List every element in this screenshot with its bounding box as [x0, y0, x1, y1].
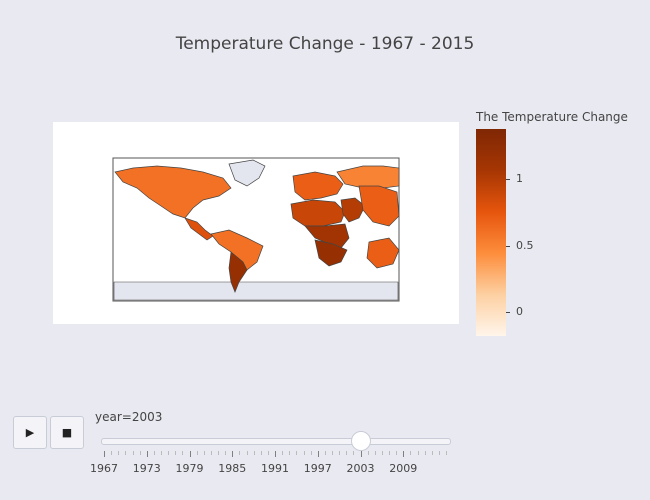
slider-tick: [161, 451, 162, 455]
slider-tick-label: 1985: [218, 462, 247, 475]
slider-tick: [175, 451, 177, 455]
colorbar-tick-label: 0: [516, 305, 523, 319]
region-asia[interactable]: [358, 185, 400, 227]
colorbar-tick-label: 1: [516, 172, 523, 186]
slider-tick: [189, 451, 191, 457]
slider-tick: [111, 451, 113, 455]
slider-tick: [253, 451, 255, 455]
slider-tick: [367, 451, 369, 455]
slider-tick-label: 1979: [175, 462, 204, 475]
region-central-america[interactable]: [184, 217, 214, 241]
region-australia[interactable]: [366, 237, 400, 269]
colorbar: [476, 129, 506, 336]
slider-tick: [396, 451, 398, 455]
slider-tick: [339, 451, 341, 455]
slider-tick: [389, 451, 390, 455]
slider-tick: [360, 451, 362, 457]
slider-tick-label: 2009: [389, 462, 418, 475]
chart-title: Temperature Change - 1967 - 2015: [175, 34, 475, 54]
region-central-africa[interactable]: [304, 223, 350, 249]
slider-tick: [438, 451, 440, 455]
slider-tick: [210, 451, 212, 455]
slider-tick: [168, 451, 170, 455]
region-north-america[interactable]: [114, 165, 232, 219]
slider-tick: [353, 451, 355, 455]
slider-tick-label: 2003: [346, 462, 375, 475]
colorbar-tick-label: 0.5: [516, 238, 534, 252]
colorbar-tick-mark: [506, 179, 510, 181]
slider-tick: [317, 451, 319, 457]
slider-tick: [182, 451, 184, 455]
slider-tick: [260, 451, 262, 455]
colorbar-tick-mark: [506, 245, 510, 247]
colorbar-title: The Temperature Change: [476, 110, 628, 124]
slider-tick-label: 1991: [261, 462, 289, 475]
slider-current-value: year=2003: [95, 410, 163, 424]
region-southern-africa[interactable]: [314, 239, 348, 267]
slider-tick: [324, 451, 326, 455]
play-icon: ▶: [25, 426, 35, 439]
slider-tick: [403, 451, 405, 457]
slider-tick: [332, 451, 333, 455]
slider-tick: [203, 451, 205, 455]
slider-tick: [381, 451, 383, 455]
antarctica: [113, 281, 399, 301]
slider-tick: [296, 451, 298, 455]
slider-tick: [267, 451, 269, 455]
slider-tick: [417, 451, 419, 455]
slider-tick: [282, 451, 284, 455]
slider-tick: [446, 451, 447, 455]
slider-tick: [146, 451, 148, 457]
slider-tick: [424, 451, 426, 455]
slider-tick: [431, 451, 433, 455]
slider-tick: [232, 451, 234, 457]
slider-track[interactable]: [101, 438, 451, 445]
slider-tick: [118, 451, 120, 455]
colorbar-tick-mark: [506, 312, 510, 314]
world-map[interactable]: [53, 122, 459, 324]
slider-tick-label: 1967: [90, 462, 118, 475]
slider-tick: [289, 451, 291, 455]
slider-tick: [239, 451, 241, 455]
region-southern-south-america[interactable]: [228, 251, 248, 293]
region-greenland[interactable]: [228, 159, 266, 187]
slider-tick: [125, 451, 127, 455]
slider-handle[interactable]: [350, 431, 371, 451]
region-middle-east[interactable]: [340, 197, 366, 223]
region-south-america[interactable]: [210, 229, 264, 271]
slider-tick: [303, 451, 305, 455]
slider-tick: [153, 451, 155, 455]
slider-tick: [346, 451, 348, 455]
slider-tick: [410, 451, 412, 455]
slider-tick-label: 1973: [132, 462, 161, 475]
slider-tick: [132, 451, 134, 455]
region-north-africa[interactable]: [290, 199, 346, 227]
stop-button[interactable]: ■: [50, 416, 84, 449]
slider-tick: [374, 451, 376, 455]
slider-tick: [218, 451, 219, 455]
slider-tick: [196, 451, 198, 455]
slider-tick-label: 1997: [303, 462, 332, 475]
slider-tick: [246, 451, 248, 455]
stop-icon: ■: [61, 426, 73, 439]
play-button[interactable]: ▶: [13, 416, 47, 449]
region-russia[interactable]: [336, 165, 400, 189]
map-panel[interactable]: [53, 122, 459, 324]
slider-tick: [310, 451, 312, 455]
slider-tick: [104, 451, 105, 457]
slider-tick: [275, 451, 276, 457]
slider-tick: [225, 451, 227, 455]
slider-tick: [139, 451, 141, 455]
region-europe[interactable]: [292, 171, 344, 201]
